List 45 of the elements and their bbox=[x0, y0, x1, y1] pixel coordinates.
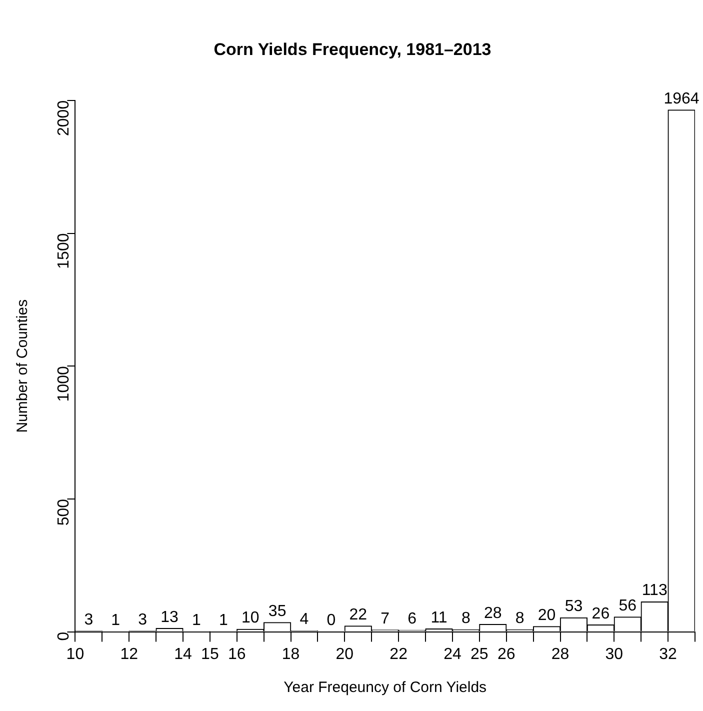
x-tick-label: 32 bbox=[659, 646, 678, 663]
x-tick-label: 16 bbox=[228, 646, 246, 663]
x-tick-label: 18 bbox=[282, 646, 300, 663]
data-label: 35 bbox=[268, 602, 286, 620]
y-tick-label: 0 bbox=[56, 632, 73, 641]
y-tick-label: 1500 bbox=[56, 233, 73, 269]
x-tick-label: 22 bbox=[390, 646, 408, 663]
x-axis-title: Year Freqeuncy of Corn Yields bbox=[284, 679, 487, 696]
data-label: 26 bbox=[592, 605, 610, 622]
data-label: 6 bbox=[408, 610, 417, 628]
data-label: 8 bbox=[515, 610, 524, 628]
y-axis-title: Number of Counties bbox=[14, 299, 32, 433]
data-label: 8 bbox=[461, 610, 470, 628]
x-tick-label: 26 bbox=[497, 646, 516, 663]
data-label: 1964 bbox=[664, 90, 700, 108]
data-label: 3 bbox=[84, 611, 94, 628]
data-label: 1 bbox=[218, 612, 228, 629]
x-tick-label: 14 bbox=[174, 646, 192, 663]
data-label: 28 bbox=[484, 604, 502, 622]
x-tick-label: 30 bbox=[605, 646, 624, 663]
data-label: 0 bbox=[326, 612, 336, 630]
data-label: 56 bbox=[618, 597, 637, 614]
x-tick-label: 28 bbox=[551, 646, 570, 663]
data-label: 53 bbox=[564, 598, 583, 616]
y-tick-label: 500 bbox=[56, 498, 73, 526]
x-tick-label: 20 bbox=[336, 646, 354, 663]
x-tick-label: 24 bbox=[444, 646, 462, 663]
data-label: 13 bbox=[160, 608, 179, 626]
x-tick-label: 25 bbox=[470, 646, 488, 663]
x-tick-label: 10 bbox=[66, 646, 84, 663]
data-label: 3 bbox=[138, 611, 148, 628]
data-label: 7 bbox=[380, 610, 390, 628]
data-label: 1 bbox=[111, 612, 120, 629]
data-label: 11 bbox=[430, 609, 448, 626]
chart-title: Corn Yields Frequency, 1981–2013 bbox=[214, 40, 492, 59]
data-label: 4 bbox=[300, 611, 309, 628]
x-tick-label: 15 bbox=[201, 646, 219, 663]
data-label: 10 bbox=[241, 610, 260, 627]
y-tick-label: 2000 bbox=[56, 100, 73, 136]
data-label: 22 bbox=[349, 606, 368, 624]
data-label: 1 bbox=[192, 612, 202, 629]
data-label: 113 bbox=[642, 582, 668, 600]
y-tick-label: 1000 bbox=[56, 366, 73, 402]
data-label: 20 bbox=[538, 606, 556, 624]
x-tick-label: 12 bbox=[120, 646, 138, 663]
